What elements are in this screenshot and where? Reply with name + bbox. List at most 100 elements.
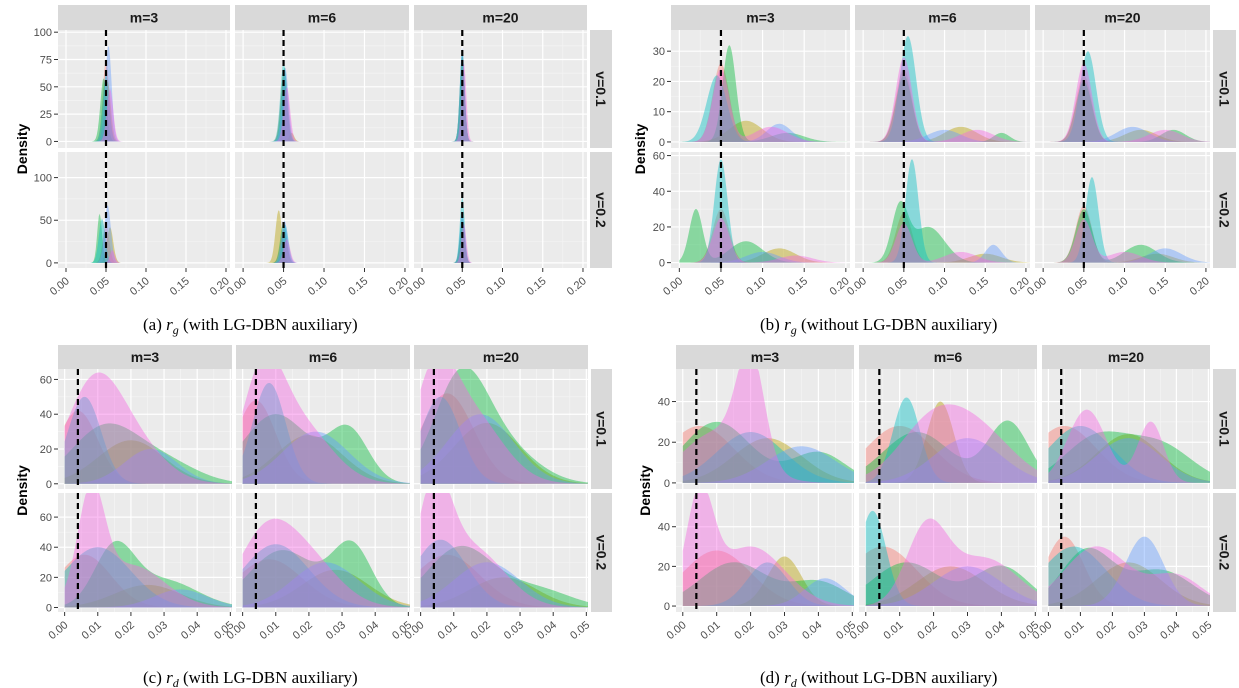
x-tick-label: 0.04: [179, 619, 203, 642]
density-series: [420, 493, 588, 608]
density-series: [865, 425, 1037, 483]
panel-d: m=3 m=6 m=20 v=0.1 v=0.2 Density 0 20 40 0 20 40 0.0…: [637, 345, 1236, 688]
density-series: [865, 562, 1037, 607]
density-series: [863, 129, 1030, 142]
y-tick-label: 75: [40, 55, 52, 67]
y-tick-label: 60: [653, 151, 665, 163]
y-tick-label: 40: [653, 186, 665, 198]
density-series: [679, 208, 850, 263]
panel-caption: (d) rd (without LG-DBN auxiliary): [760, 668, 997, 688]
density-series: [242, 382, 410, 484]
x-tick-label: 0.01: [436, 619, 460, 642]
facet-col-label: m=6: [928, 10, 957, 26]
x-tick-label: 0.15: [168, 275, 192, 298]
density-series: [1048, 431, 1210, 483]
density-series: [420, 393, 588, 484]
y-tick-label: 60: [40, 374, 52, 386]
plot-background: [58, 369, 232, 489]
x-tick-label: 0.05: [886, 275, 910, 298]
facet-strip: [676, 345, 854, 369]
density-series: [679, 218, 850, 263]
density-series: [863, 253, 1030, 263]
plot-background: [58, 152, 230, 268]
facet-cell: [235, 30, 409, 148]
facet-col-label: m=3: [746, 10, 775, 26]
density-series: [1048, 425, 1210, 483]
y-tick-label: 0: [46, 136, 52, 148]
facet-strip: [1213, 493, 1236, 612]
density-series: [865, 438, 1037, 483]
y-tick-label: 60: [40, 512, 52, 524]
plot-background: [855, 30, 1030, 148]
facet-col-label: m=3: [131, 349, 160, 365]
density-series: [66, 205, 230, 263]
facet-row-label: v=0.1: [1217, 411, 1233, 447]
y-tick-label: 0: [46, 479, 52, 491]
density-series: [242, 569, 410, 608]
panel-c: m=3 m=6 m=20 v=0.1 v=0.2 Density 0 20 40 60 0 20 40 6…: [14, 345, 612, 688]
x-tick-label: 0.02: [915, 619, 939, 642]
density-series: [420, 369, 588, 484]
facet-row-label: v=0.2: [593, 192, 609, 228]
x-tick-label: 0.01: [258, 619, 282, 642]
x-tick-label: 0.04: [357, 619, 381, 642]
x-tick-label: 0.03: [949, 619, 973, 642]
density-series: [242, 540, 410, 608]
x-tick-label: 0.01: [80, 619, 104, 642]
density-series: [420, 577, 588, 608]
facet-strip: [1213, 30, 1236, 148]
x-tick-label: 0.02: [291, 619, 315, 642]
x-tick-label: 0.03: [146, 619, 170, 642]
x-tick-label: 0.03: [502, 619, 526, 642]
facet-cell: [58, 369, 232, 489]
facet-cell: [855, 30, 1030, 148]
density-series: [1048, 409, 1210, 483]
density-series: [682, 438, 854, 483]
y-tick-label: 50: [40, 215, 52, 227]
x-tick-label: 0.04: [1158, 619, 1182, 642]
facet-col-label: m=6: [308, 10, 337, 26]
panel-caption: (a) rg (with LG-DBN auxiliary): [143, 315, 358, 337]
density-series: [64, 554, 232, 608]
density-series: [420, 414, 588, 484]
y-tick-label: 40: [40, 542, 52, 554]
density-series: [420, 422, 588, 484]
facet-cell: 0.00 0.05 0.10 0.15 0.20: [48, 152, 232, 298]
x-tick-label: 0.00: [665, 619, 689, 642]
y-tick-label: 10: [653, 107, 665, 119]
y-tick-label: 25: [40, 109, 52, 121]
x-tick-label: 0.03: [324, 619, 348, 642]
x-tick-label: 0.05: [265, 275, 289, 298]
y-tick-label: 0: [659, 137, 665, 149]
facet-col-label: m=6: [934, 349, 963, 365]
y-tick-label: 20: [658, 437, 670, 449]
density-series: [242, 562, 410, 608]
y-axis-title: Density: [637, 465, 653, 516]
facet-row-label: v=0.2: [1217, 192, 1233, 228]
density-series: [64, 423, 232, 484]
density-series: [1043, 205, 1210, 263]
density-series: [66, 89, 230, 142]
density-series: [1048, 536, 1210, 607]
plot-background: [235, 152, 409, 268]
facet-cell: 0.00 0.01 0.02 0.03 0.04 0.05: [402, 493, 592, 642]
y-tick-label: 0: [664, 601, 670, 613]
x-tick-label: 0.20: [1188, 275, 1212, 298]
facet-strip: [591, 369, 612, 489]
density-series: [679, 251, 850, 263]
density-series: [1043, 177, 1210, 263]
x-tick-label: 0.00: [404, 275, 428, 298]
x-tick-label: 0.00: [225, 275, 249, 298]
plot-background: [414, 369, 588, 489]
x-tick-label: 0.04: [535, 619, 559, 642]
facet-strip: [671, 5, 850, 30]
facet-row-label: v=0.2: [594, 535, 610, 571]
y-tick-label: 20: [40, 572, 52, 584]
y-tick-label: 30: [653, 46, 665, 58]
x-tick-label: 0.10: [306, 275, 330, 298]
plot-background: [671, 152, 850, 268]
facet-strip: [1213, 369, 1236, 489]
plot-background: [58, 30, 230, 148]
density-series: [865, 404, 1037, 483]
density-series: [865, 546, 1037, 607]
